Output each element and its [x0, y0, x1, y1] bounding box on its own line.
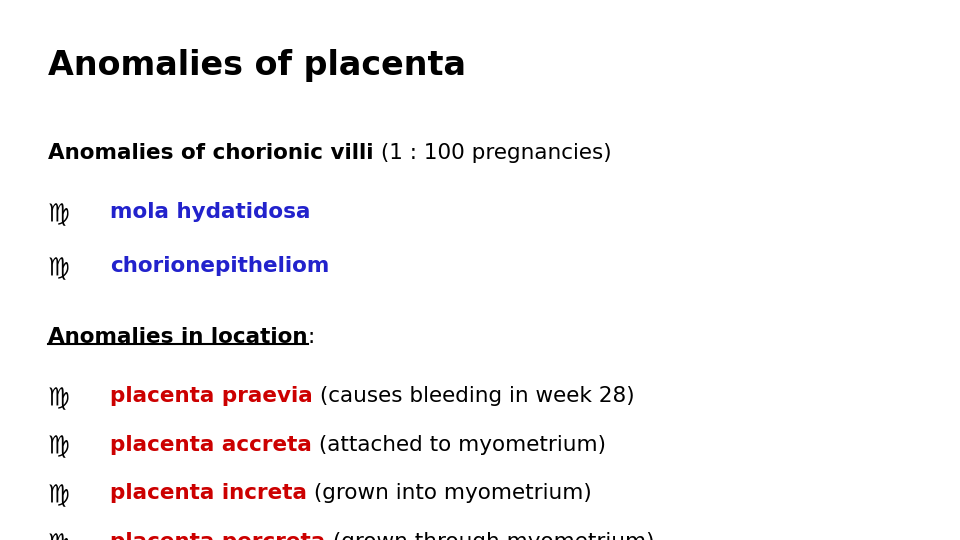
Text: ♍: ♍	[48, 202, 70, 226]
Text: ♍: ♍	[48, 435, 70, 458]
Text: (grown into myometrium): (grown into myometrium)	[307, 483, 592, 503]
Text: (grown through myometrium): (grown through myometrium)	[325, 532, 654, 540]
Text: Anomalies of chorionic villi: Anomalies of chorionic villi	[48, 143, 373, 163]
Text: ♍: ♍	[48, 256, 70, 280]
Text: (attached to myometrium): (attached to myometrium)	[312, 435, 607, 455]
Text: (1 : 100 pregnancies): (1 : 100 pregnancies)	[373, 143, 612, 163]
Text: ♍: ♍	[48, 386, 70, 410]
Text: placenta accreta: placenta accreta	[110, 435, 312, 455]
Text: (causes bleeding in week 28): (causes bleeding in week 28)	[313, 386, 635, 406]
Text: chorionepitheliom: chorionepitheliom	[110, 256, 330, 276]
Text: Anomalies of placenta: Anomalies of placenta	[48, 49, 466, 82]
Text: :: :	[307, 327, 315, 347]
Text: placenta increta: placenta increta	[110, 483, 307, 503]
Text: ♍: ♍	[48, 532, 70, 540]
Text: ♍: ♍	[48, 483, 70, 507]
Text: Anomalies in location: Anomalies in location	[48, 327, 307, 347]
Text: mola hydatidosa: mola hydatidosa	[110, 202, 311, 222]
Text: placenta praevia: placenta praevia	[110, 386, 313, 406]
Text: placenta percreta: placenta percreta	[110, 532, 325, 540]
